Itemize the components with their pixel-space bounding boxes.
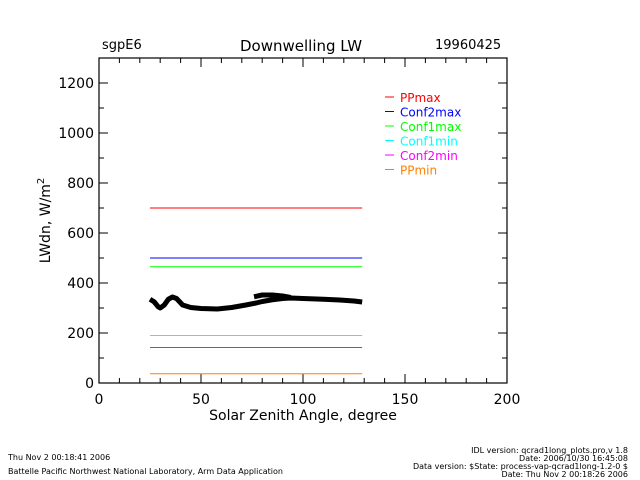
y-tick-label: 600 (67, 226, 94, 242)
data-date: Date: Thu Nov 2 00:18:26 2006 (501, 470, 628, 479)
x-tick-label: 100 (290, 392, 317, 408)
y-axis-label: LWdn, W/m2 (36, 178, 54, 264)
idl-date: Date: 2006/10/30 16:45:08 (519, 454, 628, 463)
data-version: Data version: $State: process-vap-qcrad1… (412, 462, 628, 471)
version-block: IDL version: qcrad1long_plots.pro,v 1.8 … (413, 447, 628, 479)
y-tick-label: 1200 (58, 76, 94, 92)
legend-label: Conf2min (400, 149, 458, 163)
y-axis-label-sup: 2 (36, 178, 47, 184)
y-tick-label: 0 (85, 376, 94, 392)
x-tick-label: 0 (95, 392, 104, 408)
series-lwdn (148, 294, 363, 312)
x-tick-label: 50 (192, 392, 210, 408)
idl-version: IDL version: qcrad1long_plots.pro,v 1.8 (471, 446, 628, 455)
series-lwdn-upper (253, 292, 292, 300)
x-tick-label: 200 (494, 392, 521, 408)
legend-label: PPmin (400, 164, 437, 178)
legend-label: Conf1min (400, 135, 458, 149)
legend-label: PPmax (400, 91, 441, 105)
y-tick-label: 400 (67, 276, 94, 292)
legend-label: Conf2max (400, 106, 461, 120)
run-time: Thu Nov 2 00:18:41 2006 (8, 453, 111, 462)
y-tick-label: 1000 (58, 126, 94, 142)
y-tick-label: 800 (67, 176, 94, 192)
legend-label: Conf1max (400, 120, 461, 134)
chart-title: Downwelling LW (240, 37, 363, 55)
x-axis-label: Solar Zenith Angle, degree (209, 408, 397, 424)
y-tick-label: 200 (67, 326, 94, 342)
site-label: sgpE6 (102, 38, 142, 53)
x-tick-label: 150 (392, 392, 419, 408)
org-label: Battelle Pacific Northwest National Labo… (8, 467, 283, 476)
date-label: 19960425 (435, 38, 502, 53)
